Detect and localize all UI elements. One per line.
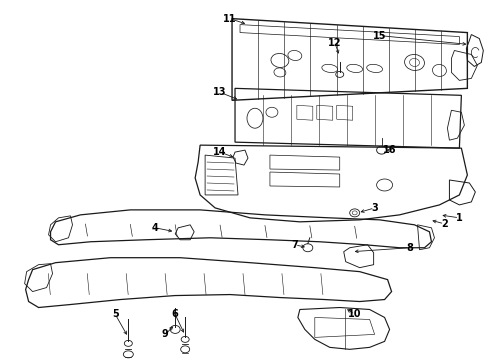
Text: 11: 11 <box>223 14 237 24</box>
Text: 1: 1 <box>456 213 463 223</box>
Text: 16: 16 <box>383 145 396 155</box>
Text: 3: 3 <box>371 203 378 213</box>
Text: 13: 13 <box>213 87 227 97</box>
Text: 4: 4 <box>152 223 159 233</box>
Text: 10: 10 <box>348 310 362 319</box>
Text: 9: 9 <box>162 329 169 339</box>
Text: 6: 6 <box>172 310 178 319</box>
Text: 2: 2 <box>441 219 448 229</box>
Text: 8: 8 <box>406 243 413 253</box>
Text: 7: 7 <box>292 240 298 250</box>
Text: 14: 14 <box>213 147 227 157</box>
Text: 5: 5 <box>112 310 119 319</box>
Text: 15: 15 <box>373 31 387 41</box>
Text: 12: 12 <box>328 37 342 48</box>
